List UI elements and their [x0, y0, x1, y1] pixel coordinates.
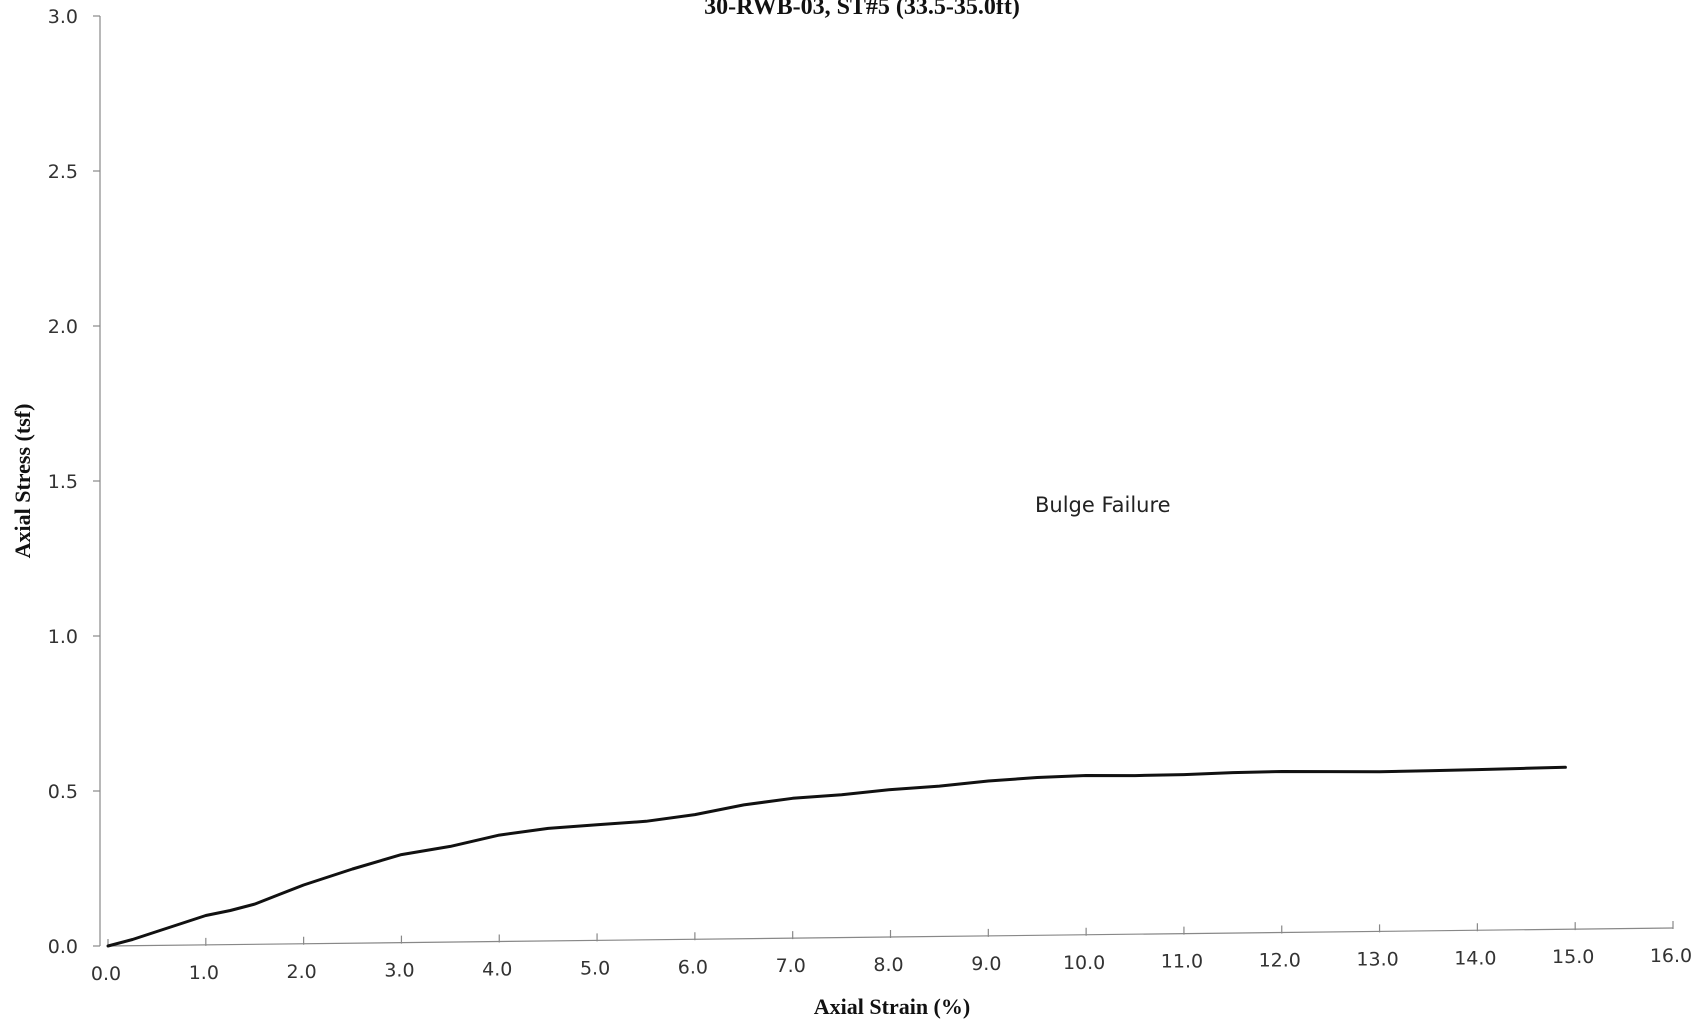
- x-tick-label: 5.0: [580, 957, 610, 979]
- x-tick-label: 11.0: [1161, 951, 1203, 973]
- x-tick-label: 12.0: [1259, 950, 1301, 972]
- y-tick-label: 2.0: [48, 316, 78, 338]
- bulge-failure-annotation: Bulge Failure: [1035, 493, 1171, 517]
- x-tick-label: 13.0: [1356, 948, 1398, 970]
- x-tick-label: 8.0: [873, 954, 903, 976]
- axial-stress-series-line: [106, 765, 1567, 948]
- x-tick-label: 4.0: [482, 959, 512, 981]
- y-axis-ticks: 0.0 0.5 1.0 1.5 2.0 2.5 3.0: [48, 6, 100, 958]
- x-tick-label: 16.0: [1650, 945, 1692, 967]
- y-tick-label: 1.0: [48, 626, 78, 648]
- y-tick-label: 0.5: [48, 781, 78, 803]
- y-tick-label: 2.5: [48, 161, 78, 183]
- y-tick-label: 1.5: [48, 471, 78, 493]
- y-axis-label: Axial Stress (tsf): [10, 404, 35, 559]
- x-tick-label: 3.0: [384, 960, 414, 982]
- x-tick-label: 14.0: [1454, 947, 1496, 969]
- x-tick-label: 2.0: [287, 961, 317, 983]
- y-tick-label: 0.0: [48, 936, 78, 958]
- x-tick-label: 6.0: [678, 956, 708, 978]
- chart-title: 30-RWB-03, ST#5 (33.5-35.0ft): [704, 0, 1020, 20]
- x-axis-label: Axial Strain (%): [814, 994, 970, 1019]
- x-tick-label: 15.0: [1552, 946, 1594, 968]
- x-axis-ticks: 0.0 1.0 2.0 3.0 4.0 5.0 6.0 7.0 8.0 9.0 10.0 11.0 12…: [91, 921, 1692, 985]
- x-tick-label: 10.0: [1063, 952, 1105, 974]
- x-tick-label: 1.0: [189, 962, 219, 984]
- x-tick-label: 9.0: [971, 953, 1001, 975]
- y-tick-label: 3.0: [48, 6, 78, 28]
- x-tick-label: 7.0: [776, 955, 806, 977]
- x-tick-label: 0.0: [91, 963, 121, 985]
